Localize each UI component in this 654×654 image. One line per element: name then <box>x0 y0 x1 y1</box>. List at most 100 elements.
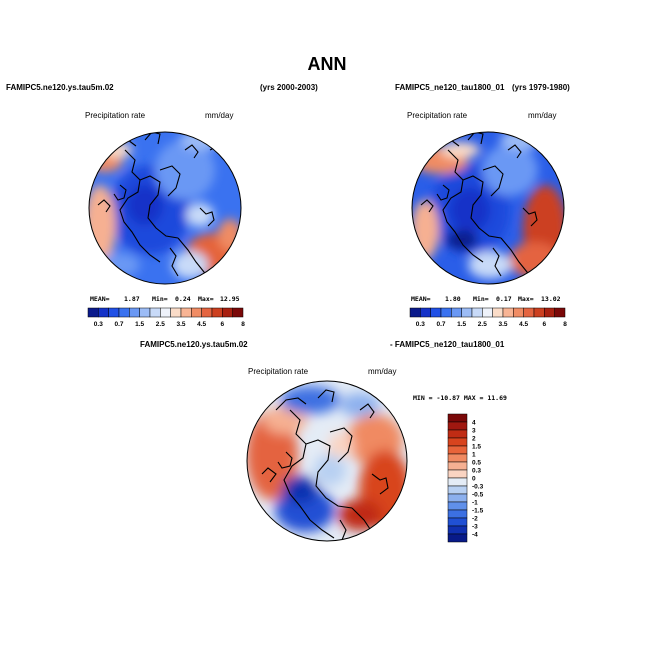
panel2-variable: Precipitation rate <box>407 111 468 120</box>
panel2-mean-value: 1.80 <box>445 295 461 303</box>
colorbar-swatch <box>447 525 468 535</box>
colorbar-swatch <box>451 307 462 318</box>
colorbar-swatch <box>447 517 468 527</box>
colorbar-swatch <box>447 501 468 511</box>
colorbar-swatch <box>447 533 468 543</box>
colorbar-swatch <box>482 307 493 318</box>
colorbar-swatch <box>513 307 524 318</box>
colorbar-tick-label: 3.5 <box>176 321 185 328</box>
colorbar-panel2: 0.3 0.7 1.5 2.5 3.5 4.5 6 8 <box>409 307 567 328</box>
colorbar-swatch <box>149 307 161 318</box>
colorbar-swatch <box>447 453 468 463</box>
colorbar-swatch <box>222 307 233 318</box>
colorbar-tick-label: 0.7 <box>436 321 445 328</box>
panel3-minmax: MIN = -10.87 MAX = 11.69 <box>413 394 507 402</box>
panel3-variable: Precipitation rate <box>248 367 309 376</box>
colorbar-tick-label: 2.5 <box>156 321 165 328</box>
colorbar-swatch <box>108 307 120 318</box>
colorbar-swatch <box>211 307 223 318</box>
colorbar-tick-label: 0.3 <box>416 321 425 328</box>
colorbar-tick-label: 4.5 <box>519 321 528 328</box>
colorbar-tick-label: -1.5 <box>472 508 484 515</box>
colorbar-swatch <box>447 485 468 495</box>
colorbar-tick-label: 1.5 <box>472 444 481 451</box>
panel1-units: mm/day <box>205 111 234 120</box>
colorbar-swatch <box>201 307 213 318</box>
colorbar-tick-label: -3 <box>472 524 478 531</box>
panel1-min-label: Min= <box>152 295 168 303</box>
colorbar-swatch <box>191 307 202 318</box>
colorbar-swatch <box>118 307 130 318</box>
colorbar-swatch <box>447 413 468 423</box>
panel2-units: mm/day <box>528 111 557 120</box>
panel1-max-value: 12.95 <box>220 295 240 303</box>
colorbar-swatch <box>170 307 182 318</box>
colorbar-swatch <box>139 307 151 318</box>
colorbar-tick-label: 4.5 <box>197 321 206 328</box>
panel2-mean-label: MEAN= <box>411 295 431 303</box>
colorbar-tick-label: 3.5 <box>498 321 507 328</box>
colorbar-swatch <box>533 307 545 318</box>
colorbar-tick-label: 0.3 <box>94 321 103 328</box>
panel1-variable: Precipitation rate <box>85 111 146 120</box>
colorbar-swatch <box>461 307 473 318</box>
panel1-min-value: 0.24 <box>175 295 191 303</box>
colorbar-tick-label: 8 <box>241 321 245 328</box>
colorbar-tick-label: -0.3 <box>472 484 484 491</box>
colorbar-swatch <box>447 421 468 431</box>
colorbar-tick-label: -2 <box>472 516 478 523</box>
map-panel2 <box>411 131 565 285</box>
colorbar-tick-label: 1 <box>472 452 476 459</box>
panel2-max-value: 13.02 <box>541 295 561 303</box>
colorbar-tick-label: 0.5 <box>472 460 481 467</box>
colorbar-tick-label: 2 <box>472 436 476 443</box>
colorbar-swatch <box>447 477 468 487</box>
colorbar-swatch <box>447 469 468 479</box>
colorbar-swatch <box>87 307 99 318</box>
map-panel1 <box>88 131 242 285</box>
colorbar-tick-label: 0.3 <box>472 468 481 475</box>
colorbar-swatch <box>447 429 468 439</box>
colorbar-tick-label: 6 <box>221 321 225 328</box>
panel1-mean-label: MEAN= <box>90 295 110 303</box>
colorbar-swatch <box>544 307 555 318</box>
colorbar-tick-label: 8 <box>563 321 567 328</box>
colorbar-swatch <box>420 307 431 318</box>
panel1-mean-value: 1.87 <box>124 295 140 303</box>
colorbar-tick-label: 2.5 <box>478 321 487 328</box>
colorbar-tick-label: -0.5 <box>472 492 484 499</box>
colorbar-tick-label: 6 <box>543 321 547 328</box>
colorbar-swatch <box>523 307 535 318</box>
panel1-case-name: FAMIPC5.ne120.ys.tau5m.02 <box>6 83 114 92</box>
colorbar-tick-label: 1.5 <box>457 321 466 328</box>
colorbar-swatch <box>447 437 468 447</box>
colorbar-tick-label: -4 <box>472 532 478 539</box>
colorbar-tick-label: -1 <box>472 500 478 507</box>
colorbar-swatch <box>502 307 514 318</box>
panel3-case-a: FAMIPC5.ne120.ys.tau5m.02 <box>140 340 248 349</box>
map-panel3 <box>246 380 408 542</box>
colorbar-tick-label: 1.5 <box>135 321 144 328</box>
colorbar-swatch <box>447 493 468 503</box>
colorbar-swatch <box>447 461 468 471</box>
colorbar-swatch <box>232 307 244 318</box>
colorbar-swatch <box>180 307 192 318</box>
panel2-min-label: Min= <box>473 295 489 303</box>
panel2-max-label: Max= <box>518 295 534 303</box>
panel3-case-b: - FAMIPC5_ne120_tau1800_01 <box>390 340 505 349</box>
panel2-case-name: FAMIPC5_ne120_tau1800_01 <box>395 83 505 92</box>
colorbar-swatch <box>129 307 140 318</box>
panel2-years: (yrs 1979-1980) <box>512 83 570 92</box>
panel1-max-label: Max= <box>198 295 214 303</box>
colorbar-panel1: 0.3 0.7 1.5 2.5 3.5 4.5 6 8 <box>87 307 245 328</box>
main-title: ANN <box>307 54 347 74</box>
panel1-years: (yrs 2000-2003) <box>260 83 318 92</box>
colorbar-swatch <box>440 307 452 318</box>
colorbar-tick-label: 4 <box>472 420 476 427</box>
colorbar-swatch <box>471 307 483 318</box>
colorbar-tick-label: 3 <box>472 428 476 435</box>
colorbar-swatch <box>447 445 468 455</box>
